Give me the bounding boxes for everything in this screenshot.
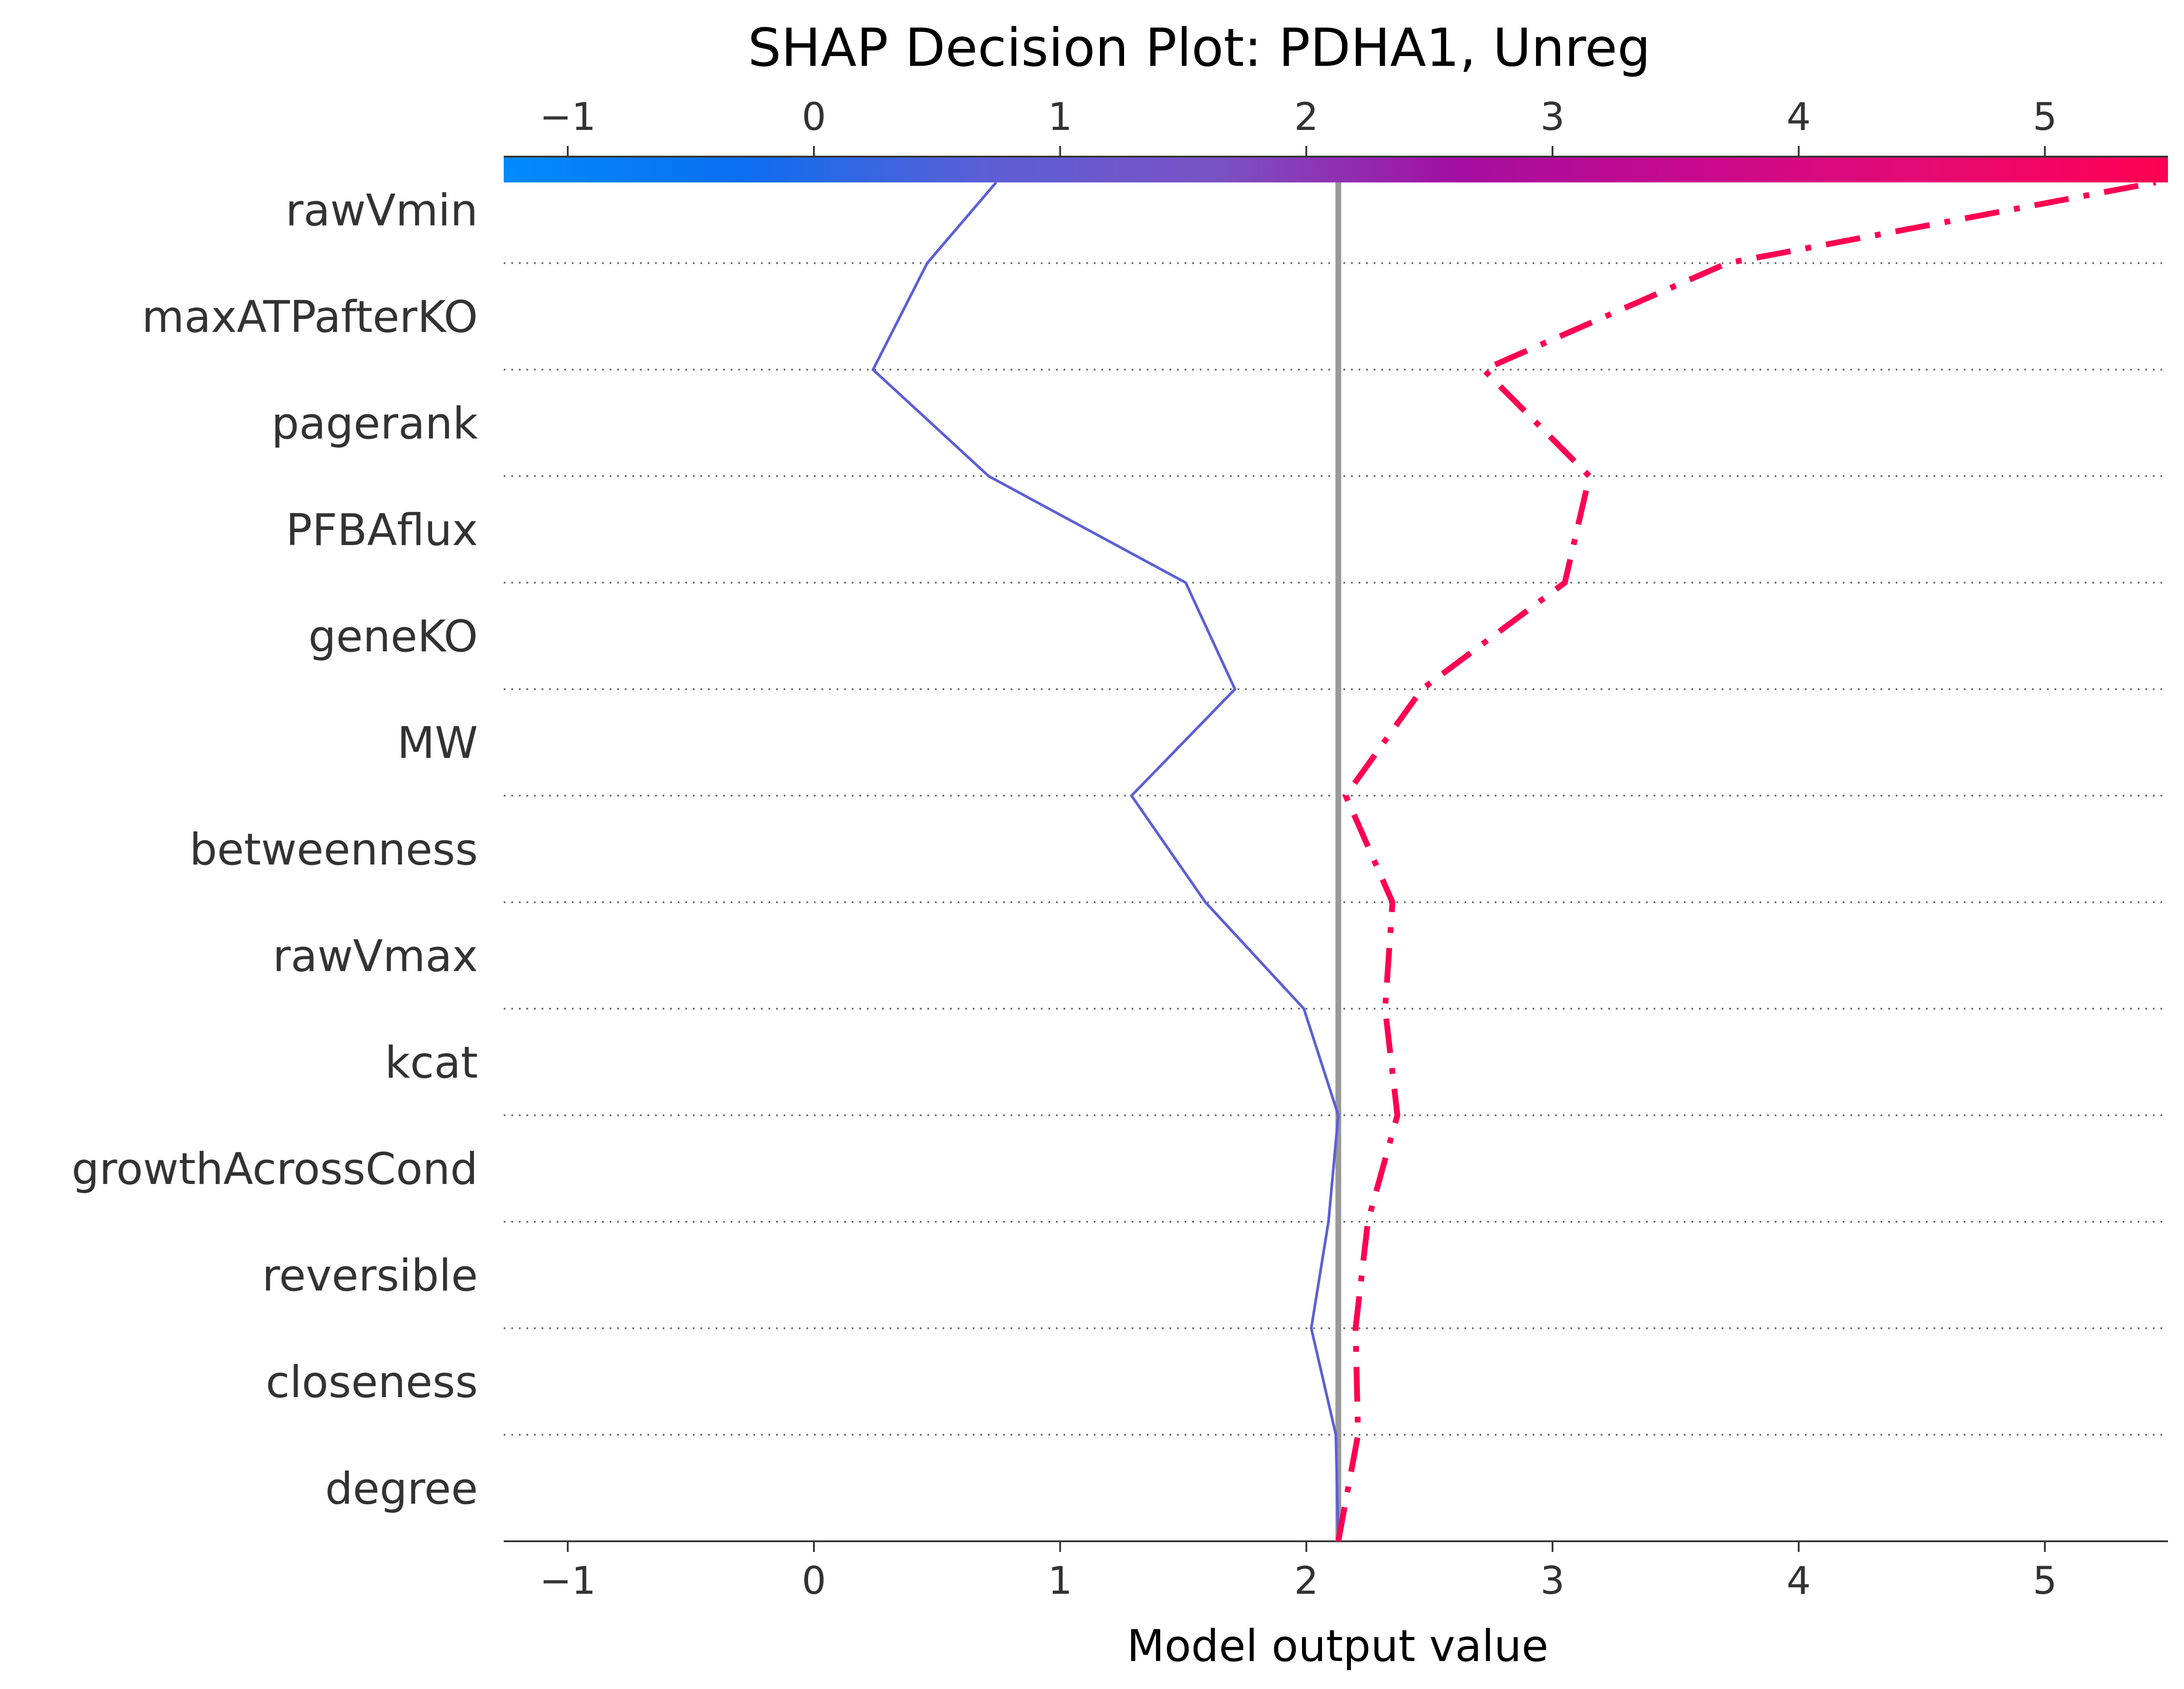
feature-label-MW: MW xyxy=(397,718,478,769)
bottom-tick-label-2: 2 xyxy=(1294,1559,1318,1603)
top-tick-label-0: 0 xyxy=(802,95,826,139)
top-tick-label-1: 1 xyxy=(1048,95,1072,139)
bottom-tick-label-0: 0 xyxy=(802,1559,826,1603)
feature-label-reversible: reversible xyxy=(262,1251,478,1301)
bottom-tick-label-1: 1 xyxy=(1048,1559,1072,1603)
x-axis-label: Model output value xyxy=(1127,1621,1548,1672)
top-tick-label--1: −1 xyxy=(539,95,596,139)
top-axis: −1 0 1 2 3 4 5 xyxy=(504,95,2168,158)
feature-labels: rawVmin maxATPafterKO pagerank PFBAflux gene… xyxy=(72,186,478,1515)
bottom-tick-label-3: 3 xyxy=(1541,1559,1565,1603)
feature-label-pagerank: pagerank xyxy=(271,398,478,449)
feature-label-closeness: closeness xyxy=(266,1357,478,1408)
bottom-tick-label-5: 5 xyxy=(2033,1559,2057,1603)
series-lines xyxy=(871,179,2156,1542)
bottom-tick-label--1: −1 xyxy=(539,1559,596,1603)
top-tick-label-5: 5 xyxy=(2033,95,2057,139)
top-tick-label-4: 4 xyxy=(1787,95,1811,139)
feature-label-betweenness: betweenness xyxy=(190,824,478,875)
bottom-axis: −1 0 1 2 3 4 5 xyxy=(504,1540,2168,1603)
feature-label-rawVmax: rawVmax xyxy=(273,931,478,982)
feature-label-growthAcrossCond: growthAcrossCond xyxy=(72,1144,478,1195)
colorbar xyxy=(504,157,2168,182)
feature-label-geneKO: geneKO xyxy=(308,611,478,662)
top-tick-label-2: 2 xyxy=(1294,95,1318,139)
chart-title: SHAP Decision Plot: PDHA1, Unreg xyxy=(748,17,1651,78)
feature-label-PFBAflux: PFBAflux xyxy=(286,505,478,556)
series-line-2 xyxy=(1335,179,2156,1542)
feature-label-degree: degree xyxy=(325,1463,478,1514)
top-tick-label-3: 3 xyxy=(1541,95,1565,139)
feature-label-rawVmin: rawVmin xyxy=(286,186,478,236)
series-line-1 xyxy=(871,182,1340,1542)
feature-label-maxATPafterKO: maxATPafterKO xyxy=(142,292,478,343)
bottom-tick-label-4: 4 xyxy=(1787,1559,1811,1603)
feature-label-kcat: kcat xyxy=(385,1038,478,1088)
